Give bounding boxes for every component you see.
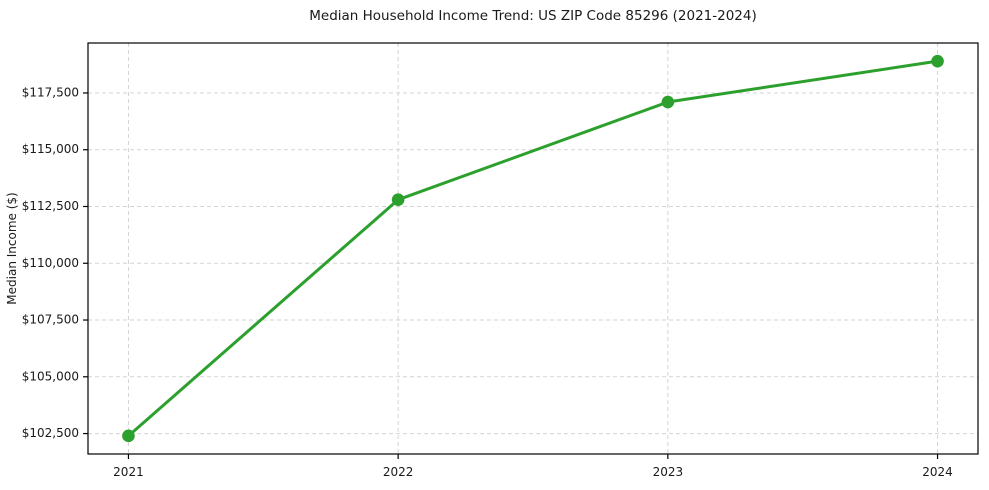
y-tick-label: $110,000	[22, 256, 79, 270]
axes-layer: $102,500 $105,000 $107,500 $110,000 $112,500…	[22, 42, 979, 479]
data-point	[661, 95, 675, 109]
data-point	[391, 193, 405, 206]
trend-line	[126, 59, 940, 438]
grid-layer	[88, 43, 978, 454]
x-tick-label: 2022	[383, 465, 414, 479]
data-series-layer	[122, 54, 944, 443]
y-tick-label: $112,500	[22, 199, 79, 213]
y-tick-label: $117,500	[22, 85, 79, 99]
x-tick-label: 2023	[653, 465, 684, 479]
data-point	[931, 54, 944, 68]
y-tick-label: $107,500	[22, 313, 79, 327]
y-tick-label: $102,500	[22, 426, 79, 440]
y-tick-label: $105,000	[22, 369, 79, 383]
data-point	[122, 429, 135, 443]
x-tick-label: 2021	[113, 465, 144, 479]
x-tick-label: 2024	[922, 465, 953, 479]
plot-border	[87, 42, 979, 455]
y-axis-label: Median Income ($)	[5, 192, 19, 304]
y-tick-label: $115,000	[22, 142, 79, 156]
chart-title: Median Household Income Trend: US ZIP Co…	[309, 8, 757, 24]
